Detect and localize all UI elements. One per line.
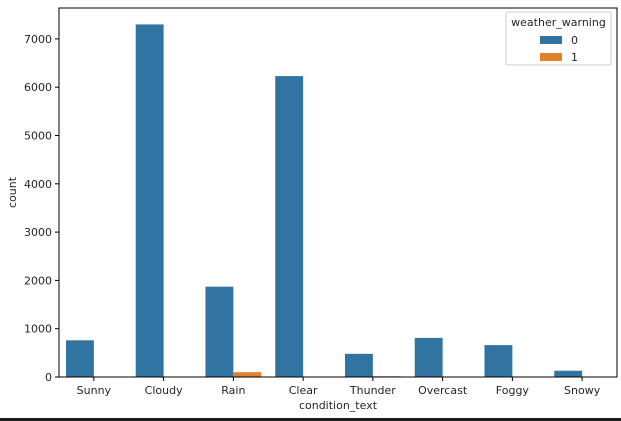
x-tick-label: Foggy [496, 384, 530, 397]
x-tick-label: Thunder [349, 384, 396, 397]
legend-title: weather_warning [511, 16, 606, 29]
x-tick-label: Overcast [418, 384, 468, 397]
legend-swatch-0 [540, 36, 562, 44]
y-tick-label: 3000 [24, 226, 52, 239]
y-axis: 0 1000 2000 3000 4000 5000 6000 7000 [24, 33, 59, 384]
legend-label-1: 1 [571, 51, 578, 64]
x-tick-label: Rain [221, 384, 245, 397]
bar-sunny-series-0 [65, 340, 94, 377]
bar-rain-series-0 [205, 286, 234, 377]
bar-snowy-series-0 [554, 370, 583, 377]
bar-overcast-series-0 [414, 337, 443, 377]
bottom-border [0, 418, 621, 421]
legend-items: 01 [540, 34, 578, 64]
bars-layer [65, 24, 611, 378]
x-tick-label: Snowy [564, 384, 601, 397]
legend-label-0: 0 [571, 34, 578, 47]
bar-rain-series-1 [233, 372, 262, 377]
y-tick-label: 0 [45, 371, 52, 384]
y-tick-label: 2000 [24, 274, 52, 287]
y-tick-label: 6000 [24, 81, 52, 94]
legend: weather_warning 01 [505, 11, 612, 66]
x-tick-label: Clear [289, 384, 318, 397]
x-tick-label: Cloudy [145, 384, 183, 397]
bar-cloudy-series-0 [135, 24, 164, 377]
legend-swatch-1 [540, 53, 562, 61]
bar-clear-series-0 [275, 76, 304, 378]
x-tick-label: Sunny [77, 384, 112, 397]
x-axis-label: condition_text [299, 399, 378, 412]
y-tick-label: 5000 [24, 130, 52, 143]
x-axis: Sunny Cloudy Rain Clear Thunder Overcast Foggy… [77, 377, 601, 397]
y-tick-label: 7000 [24, 33, 52, 46]
bar-foggy-series-0 [484, 345, 513, 377]
y-tick-label: 1000 [24, 323, 52, 336]
y-axis-label: count [6, 176, 19, 208]
y-tick-label: 4000 [24, 178, 52, 191]
plot-frame [58, 7, 618, 378]
bar-thunder-series-0 [344, 353, 373, 377]
